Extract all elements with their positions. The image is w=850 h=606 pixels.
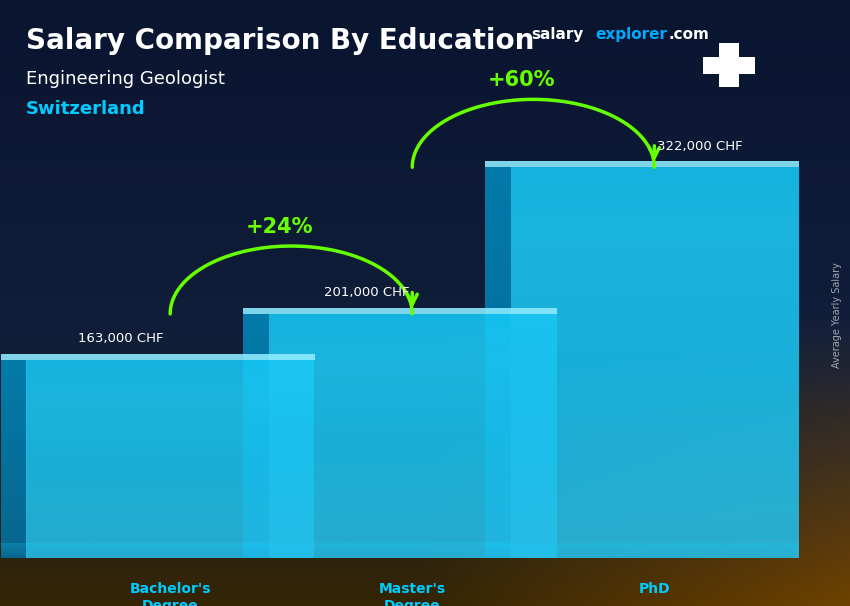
Text: PhD: PhD [638, 582, 670, 596]
Text: Switzerland: Switzerland [26, 100, 145, 118]
Text: 322,000 CHF: 322,000 CHF [657, 140, 743, 153]
Text: salary: salary [531, 27, 584, 42]
Bar [719, 43, 739, 87]
Text: +24%: +24% [246, 217, 313, 237]
Text: .com: .com [668, 27, 709, 42]
Text: 201,000 CHF: 201,000 CHF [324, 287, 410, 299]
Text: explorer: explorer [595, 27, 667, 42]
Text: +60%: +60% [487, 70, 555, 90]
Text: Master's
Degree: Master's Degree [379, 582, 445, 606]
Text: Average Yearly Salary: Average Yearly Salary [832, 262, 842, 368]
Text: Salary Comparison By Education: Salary Comparison By Education [26, 27, 534, 55]
Text: Engineering Geologist: Engineering Geologist [26, 70, 224, 88]
Text: 163,000 CHF: 163,000 CHF [78, 333, 164, 345]
Bar [703, 57, 755, 73]
Text: Bachelor's
Degree: Bachelor's Degree [129, 582, 211, 606]
